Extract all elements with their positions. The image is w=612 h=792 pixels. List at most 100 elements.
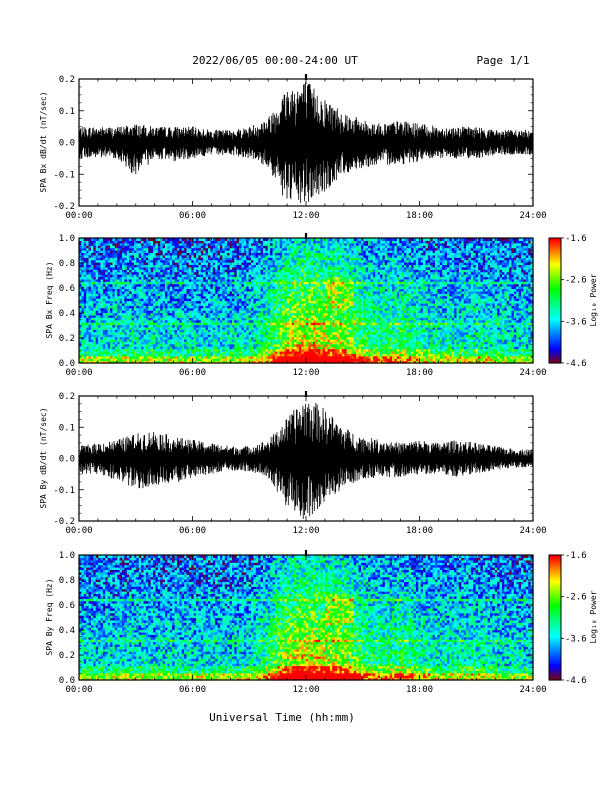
spectrogram-cell [145, 257, 149, 261]
spectrogram-cell [165, 245, 169, 249]
spectrogram-cell [95, 242, 99, 246]
spectrogram-cell [114, 240, 118, 244]
spectrogram-cell [81, 346, 85, 350]
spectrogram-cell [148, 305, 152, 309]
spectrogram-cell [83, 281, 87, 285]
spectrogram-cell [86, 286, 90, 290]
spectrogram-cell [86, 312, 90, 316]
spectrogram-cell [126, 300, 130, 304]
spectrogram-cell [174, 293, 178, 297]
spectrogram-cell [114, 269, 118, 273]
spectrogram-cell [141, 257, 145, 261]
spectrogram-cell [157, 348, 161, 352]
spectrogram-cell [172, 353, 176, 357]
spectrogram-cell [145, 271, 149, 275]
spectrogram-cell [138, 358, 142, 362]
spectrogram-cell [122, 290, 125, 294]
spectrogram-cell [169, 266, 173, 270]
spectrogram-cell [153, 338, 157, 342]
spectrogram-cell [148, 240, 152, 244]
spectrogram-cell [150, 312, 154, 316]
spectrogram-cell [157, 346, 161, 350]
spectrogram-cell [133, 274, 137, 278]
spectrogram-cell [100, 312, 104, 316]
spectrogram-cell [174, 317, 178, 321]
spectrogram-cell [117, 329, 121, 333]
spectrogram-cell [133, 324, 137, 328]
spectrogram-cell [100, 281, 104, 285]
spectrogram-cell [131, 324, 135, 328]
spectrogram-cell [131, 312, 135, 316]
spectrogram-cell [148, 269, 152, 273]
spectrogram-cell [172, 293, 176, 297]
spectrogram-cell [117, 264, 121, 268]
spectrogram-cell [160, 343, 164, 347]
spectrogram-cell [79, 346, 82, 350]
spectrogram-cell [143, 247, 147, 251]
spectrogram-cell [155, 310, 159, 314]
spectrogram-cell [105, 305, 109, 309]
spectrogram-cell [138, 317, 142, 321]
spectrogram-cell [100, 307, 104, 311]
spectrogram-cell [110, 288, 114, 292]
spectrogram-cell [90, 331, 94, 335]
spectrogram-cell [102, 247, 106, 251]
spectrogram-cell [98, 319, 102, 323]
spectrogram-cell [126, 245, 130, 249]
spectrogram-cell [102, 269, 106, 273]
spectrogram-cell [126, 283, 130, 287]
spectrogram-cell [126, 264, 130, 268]
spectrogram-cell [119, 250, 123, 254]
spectrogram-cell [162, 319, 166, 323]
spectrogram-cell [98, 310, 102, 314]
spectrogram-cell [174, 238, 178, 241]
spectrogram-cell [129, 250, 133, 254]
spectrogram-cell [150, 266, 154, 270]
spectrogram-cell [90, 305, 94, 309]
spectrogram-cell [119, 266, 123, 270]
spectrogram-cell [155, 341, 159, 345]
spectrogram-cell [112, 350, 116, 354]
spectrogram-cell [88, 300, 92, 304]
spectrogram-cell [107, 281, 111, 285]
spectrogram-cell [86, 283, 90, 287]
spectrogram-cell [138, 278, 142, 282]
spectrogram-cell [122, 281, 125, 285]
spectrogram-cell [174, 334, 178, 338]
spectrogram-cell [143, 336, 147, 340]
spectrogram-cell [107, 307, 111, 311]
spectrogram-cell [174, 257, 178, 261]
spectrogram-cell [165, 252, 169, 256]
spectrogram-cell [157, 286, 161, 290]
spectrogram-cell [90, 314, 94, 318]
spectrogram-cell [105, 295, 109, 299]
spectrogram-cell [145, 250, 149, 254]
spectrogram-cell [138, 257, 142, 261]
spectrogram-cell [117, 245, 121, 249]
spectrogram-cell [105, 307, 109, 311]
spectrogram-cell [138, 314, 142, 318]
spectrogram-cell [105, 346, 109, 350]
spectrogram-cell [167, 346, 171, 350]
spectrogram-cell [86, 276, 90, 280]
spectrogram-cell [133, 312, 137, 316]
spectrogram-cell [105, 247, 109, 251]
spectrogram-cell [129, 293, 133, 297]
spectrogram-cell [148, 278, 152, 282]
spectrogram-cell [148, 326, 152, 330]
spectrogram-cell [150, 274, 154, 278]
spectrogram-cell [90, 326, 94, 330]
spectrogram-cell [131, 314, 135, 318]
spectrogram-cell [133, 322, 137, 326]
spectrogram-cell [95, 295, 99, 299]
y-tick-label: 0.0 [59, 139, 75, 149]
spectrogram-cell [172, 254, 176, 258]
spectrogram-cell [133, 245, 137, 249]
spectrogram-cell [143, 319, 147, 323]
spectrogram-cell [124, 300, 128, 304]
spectrogram-cell [145, 334, 149, 338]
spectrogram-cell [114, 324, 118, 328]
spectrogram-cell [126, 350, 130, 354]
spectrogram-cell [81, 343, 85, 347]
spectrogram-cell [174, 271, 178, 275]
